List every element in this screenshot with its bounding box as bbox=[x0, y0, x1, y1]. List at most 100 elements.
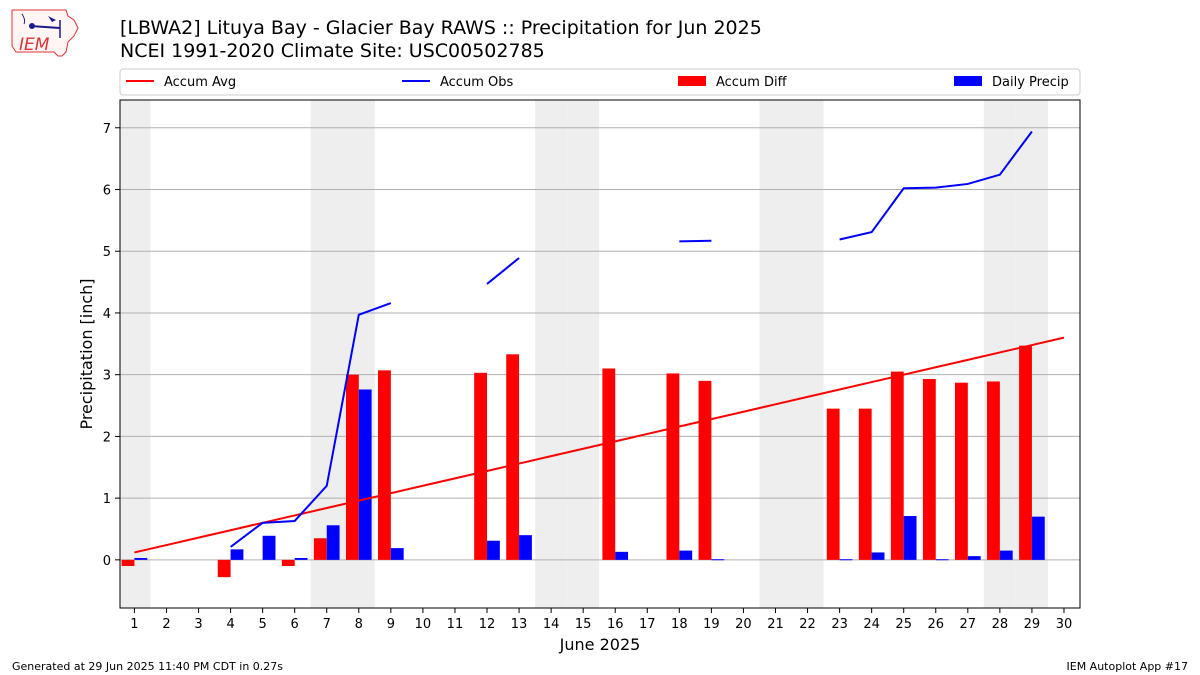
x-tick-label-23: 23 bbox=[831, 617, 848, 632]
x-tick-label-5: 5 bbox=[258, 617, 266, 632]
y-tick-label-6: 6 bbox=[103, 184, 111, 199]
daily-precip-bar-23 bbox=[839, 559, 853, 561]
accum-diff-bar-28 bbox=[987, 381, 1000, 560]
x-tick-label-10: 10 bbox=[415, 617, 432, 632]
daily-precip-bar-18 bbox=[679, 550, 693, 560]
accum-diff-bar-23 bbox=[826, 408, 840, 560]
x-tick-label-7: 7 bbox=[323, 617, 331, 632]
daily-precip-bar-9 bbox=[390, 548, 404, 560]
legend-label-accum-obs: Accum Obs bbox=[440, 75, 513, 90]
legend-box bbox=[119, 68, 1081, 96]
x-tick-label-27: 27 bbox=[960, 617, 977, 632]
y-axis-label: Precipitation [inch] bbox=[77, 278, 96, 429]
accum-obs-line-segment-1 bbox=[229, 302, 392, 548]
weekend-shade-22 bbox=[791, 100, 824, 608]
weekend-shade-14 bbox=[535, 100, 568, 608]
legend-label-daily-precip: Daily Precip bbox=[992, 75, 1069, 90]
x-tick-label-24: 24 bbox=[863, 617, 880, 632]
daily-precip-bar-5 bbox=[262, 535, 276, 560]
accum-diff-bar-26 bbox=[922, 378, 936, 560]
x-tick-label-26: 26 bbox=[927, 617, 944, 632]
generated-timestamp: Generated at 29 Jun 2025 11:40 PM CDT in… bbox=[12, 660, 284, 673]
x-tick-label-15: 15 bbox=[575, 617, 592, 632]
accum-diff-bar-9 bbox=[378, 370, 391, 560]
daily-precip-bar-29 bbox=[1031, 516, 1045, 560]
accum-obs-line-segment-2 bbox=[486, 257, 520, 285]
y-tick-label-5: 5 bbox=[103, 245, 111, 260]
legend-label-accum-diff: Accum Diff bbox=[716, 75, 788, 90]
x-tick-label-12: 12 bbox=[479, 617, 496, 632]
daily-precip-bar-28 bbox=[999, 550, 1013, 560]
accum-obs-line-segment-3 bbox=[679, 239, 712, 243]
accum-diff-bar-29 bbox=[1019, 345, 1032, 560]
daily-precip-bar-1 bbox=[134, 558, 148, 560]
daily-precip-bar-24 bbox=[871, 552, 885, 560]
daily-precip-bar-19 bbox=[711, 559, 725, 561]
accum-diff-bar-6 bbox=[281, 559, 295, 567]
legend-swatch-daily-precip bbox=[954, 76, 982, 86]
accum-obs-line-segment-4 bbox=[839, 130, 1033, 241]
x-tick-label-18: 18 bbox=[671, 617, 688, 632]
daily-precip-bar-7 bbox=[326, 525, 340, 560]
x-tick-label-6: 6 bbox=[291, 617, 299, 632]
x-tick-label-20: 20 bbox=[735, 617, 752, 632]
accum-diff-bar-7 bbox=[313, 538, 327, 560]
daily-precip-bar-4 bbox=[230, 549, 244, 560]
daily-precip-bar-13 bbox=[519, 535, 532, 560]
x-axis-label: June 2025 bbox=[559, 635, 641, 654]
accum-diff-bar-8 bbox=[345, 374, 359, 560]
x-tick-label-25: 25 bbox=[895, 617, 912, 632]
x-tick-label-17: 17 bbox=[639, 617, 656, 632]
weekend-shade-7 bbox=[310, 100, 343, 608]
logo-text: IEM bbox=[19, 35, 50, 55]
y-tick-label-3: 3 bbox=[103, 369, 111, 384]
y-tick-label-0: 0 bbox=[103, 554, 111, 569]
accum-diff-bar-16 bbox=[602, 368, 616, 560]
x-tick-label-8: 8 bbox=[355, 617, 363, 632]
chart-title: [LBWA2] Lituya Bay - Glacier Bay RAWS ::… bbox=[120, 17, 762, 39]
x-tick-label-30: 30 bbox=[1056, 617, 1073, 632]
daily-precip-bar-25 bbox=[903, 516, 917, 560]
x-tick-label-21: 21 bbox=[767, 617, 784, 632]
chart-subtitle: NCEI 1991-2020 Climate Site: USC00502785 bbox=[120, 40, 545, 62]
y-tick-label-1: 1 bbox=[103, 492, 111, 507]
daily-precip-bar-12 bbox=[487, 540, 500, 560]
y-tick-label-2: 2 bbox=[103, 430, 111, 445]
x-tick-label-14: 14 bbox=[543, 617, 560, 632]
x-tick-label-16: 16 bbox=[607, 617, 624, 632]
x-tick-label-19: 19 bbox=[703, 617, 720, 632]
x-tick-label-29: 29 bbox=[1024, 617, 1041, 632]
accum-diff-bar-18 bbox=[666, 373, 680, 560]
accum-diff-bar-25 bbox=[890, 371, 904, 560]
x-tick-label-13: 13 bbox=[511, 617, 528, 632]
x-tick-label-2: 2 bbox=[162, 617, 170, 632]
daily-precip-bar-8 bbox=[358, 389, 372, 560]
x-tick-label-1: 1 bbox=[130, 617, 138, 632]
accum-diff-bar-13 bbox=[506, 354, 520, 560]
daily-precip-bar-26 bbox=[935, 559, 949, 561]
legend-label-accum-avg: Accum Avg bbox=[164, 75, 236, 90]
x-tick-label-3: 3 bbox=[194, 617, 202, 632]
x-tick-label-11: 11 bbox=[447, 617, 464, 632]
accum-diff-bar-27 bbox=[954, 382, 968, 560]
y-tick-label-7: 7 bbox=[103, 122, 111, 137]
x-tick-label-9: 9 bbox=[387, 617, 395, 632]
app-credit: IEM Autoplot App #17 bbox=[1066, 660, 1189, 673]
accum-avg-line bbox=[134, 336, 1065, 554]
y-tick-label-4: 4 bbox=[103, 307, 111, 322]
daily-precip-bar-27 bbox=[967, 556, 981, 560]
accum-diff-bar-12 bbox=[474, 372, 488, 560]
x-tick-label-22: 22 bbox=[799, 617, 816, 632]
daily-precip-bar-16 bbox=[615, 551, 629, 560]
plot-frame bbox=[119, 99, 1081, 609]
x-tick-label-4: 4 bbox=[226, 617, 234, 632]
accum-diff-bar-4 bbox=[217, 559, 231, 578]
x-tick-label-28: 28 bbox=[992, 617, 1009, 632]
weekend-shade-21 bbox=[759, 100, 792, 608]
daily-precip-bar-6 bbox=[294, 558, 308, 560]
weekend-shade-1 bbox=[120, 100, 151, 608]
accum-diff-bar-19 bbox=[698, 380, 712, 560]
iem-logo: IEM bbox=[8, 6, 80, 60]
weekend-shade-15 bbox=[567, 100, 600, 608]
